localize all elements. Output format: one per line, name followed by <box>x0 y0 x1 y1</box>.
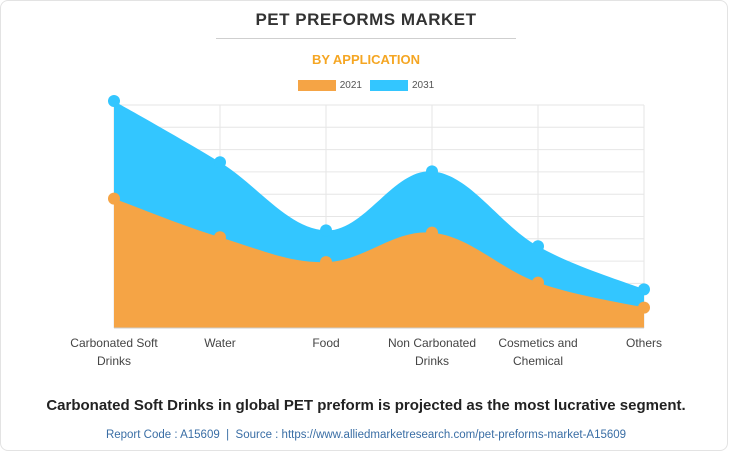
data-point-2021 <box>532 276 544 289</box>
area-series-2021 <box>114 198 644 328</box>
legend-item-2021[interactable]: 2021 <box>297 80 362 91</box>
x-tick-label: Drinks <box>415 354 449 368</box>
x-tick-label: Drinks <box>97 354 131 368</box>
data-point-2021 <box>108 192 120 205</box>
data-point-2031 <box>426 165 438 178</box>
x-tick-label: Others <box>626 336 662 350</box>
data-point-2031 <box>108 95 120 107</box>
footer-source-line: Report Code : A15609 | Source : https://… <box>1 429 727 441</box>
chart-subtitle: BY APPLICATION <box>311 52 421 67</box>
data-point-2021 <box>320 256 332 269</box>
data-point-2031 <box>532 240 544 253</box>
x-tick-label: Food <box>312 336 339 350</box>
legend-swatch-2021 <box>297 80 336 91</box>
x-tick-label: Water <box>204 336 236 350</box>
title-divider <box>216 38 516 39</box>
report-code: Report Code : A15609 <box>105 429 220 441</box>
legend: 2021 2031 <box>1 80 727 91</box>
x-tick-label: Carbonated Soft <box>70 336 158 350</box>
x-tick-label: Cosmetics and <box>498 336 577 350</box>
data-point-2021 <box>638 301 650 314</box>
legend-label-2031: 2031 <box>412 80 435 91</box>
legend-item-2031[interactable]: 2031 <box>370 80 434 91</box>
x-tick-label: Chemical <box>513 354 563 368</box>
footer-headline: Carbonated Soft Drinks in global PET pre… <box>46 397 686 414</box>
chart-title: PET PREFORMS MARKET <box>255 10 477 29</box>
data-point-2031 <box>320 224 332 237</box>
data-point-2021 <box>214 231 226 244</box>
x-tick-label: Non Carbonated <box>388 336 476 350</box>
source-link[interactable]: Source : https://www.alliedmarketresearc… <box>235 429 627 441</box>
legend-swatch-2031 <box>370 80 408 91</box>
data-point-2021 <box>426 226 438 239</box>
footer-separator: | <box>226 429 230 441</box>
legend-label-2021: 2021 <box>339 80 362 91</box>
data-point-2031 <box>214 156 226 169</box>
data-point-2031 <box>638 283 650 296</box>
